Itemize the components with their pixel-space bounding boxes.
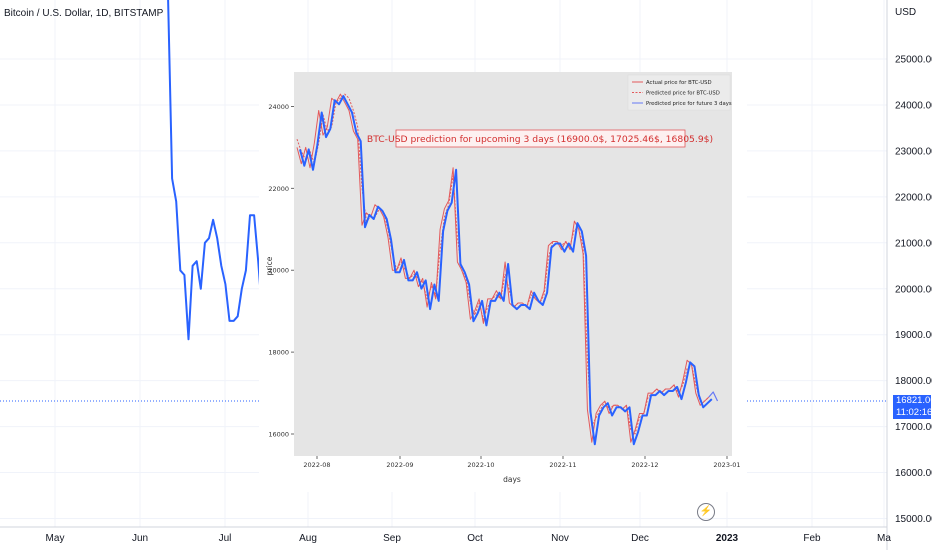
time-axis-label: Nov	[551, 533, 569, 544]
price-axis-label: 21000.00	[895, 238, 932, 249]
time-axis-label: Aug	[299, 533, 317, 544]
legend-label: Predicted price for future 3 days	[646, 101, 732, 107]
price-axis-label: 19000.00	[895, 330, 932, 341]
time-axis-label: May	[46, 533, 65, 544]
symbol-title[interactable]: Bitcoin / U.S. Dollar, 1D, BITSTAMP	[4, 8, 164, 19]
price-axis-label: 16000.00	[895, 468, 932, 479]
price-axis-label: 15000.00	[895, 514, 932, 525]
price-axis-label: 22000.00	[895, 192, 932, 203]
inset-y-tick-label: 20000	[268, 267, 289, 275]
inset-x-tick-label: 2023-01	[713, 461, 740, 469]
price-axis-label: 18000.00	[895, 376, 932, 387]
inset-x-tick-label: 2022-11	[549, 461, 576, 469]
inset-y-tick-label: 18000	[268, 349, 289, 357]
time-axis-label: Feb	[803, 533, 821, 544]
inset-y-tick-label: 16000	[268, 431, 289, 439]
inset-legend-box	[627, 74, 731, 111]
inset-x-axis-label: days	[503, 475, 521, 484]
inset-y-axis-label: price	[265, 256, 274, 275]
time-axis-label: Dec	[631, 533, 649, 544]
price-axis-label: 24000.00	[895, 100, 932, 111]
predicted-price-line	[296, 93, 710, 435]
inset-x-tick-label: 2022-12	[631, 461, 658, 469]
time-axis-label: Jul	[219, 533, 232, 544]
inset-x-tick-label: 2022-08	[303, 461, 330, 469]
time-axis-label: 2023	[716, 533, 739, 544]
currency-label: USD	[895, 7, 917, 18]
inset-x-tick-label: 2022-09	[386, 461, 413, 469]
inset-y-tick-label: 22000	[268, 185, 289, 193]
last-price-badge: 16821.00	[893, 395, 932, 407]
price-axis-label: 25000.00	[895, 55, 932, 66]
inset-title-box	[395, 129, 686, 148]
actual-price-line	[296, 93, 710, 443]
legend-label: Predicted price for BTC-USD	[646, 91, 720, 97]
inset-y-tick-label: 24000	[268, 103, 289, 111]
countdown-badge: 11:02:16	[893, 407, 932, 419]
main-price-line-overlay	[299, 95, 713, 446]
inset-x-tick-label: 2022-10	[467, 461, 494, 469]
time-axis-label: Ma	[877, 533, 891, 544]
time-axis-label: Sep	[383, 533, 401, 544]
inset-chart-title: BTC-USD prediction for upcoming 3 days (…	[367, 134, 713, 145]
price-axis-label: 20000.00	[895, 284, 932, 295]
lightning-icon[interactable]: ⚡	[697, 503, 715, 521]
price-axis-label: 23000.00	[895, 146, 932, 157]
price-axis-label: 17000.00	[895, 422, 932, 433]
inset-title-group: BTC-USD prediction for upcoming 3 days (…	[367, 129, 713, 148]
time-axis-label: Oct	[467, 533, 483, 544]
time-axis-label: Jun	[132, 533, 148, 544]
legend-label: Actual price for BTC-USD	[646, 80, 712, 86]
